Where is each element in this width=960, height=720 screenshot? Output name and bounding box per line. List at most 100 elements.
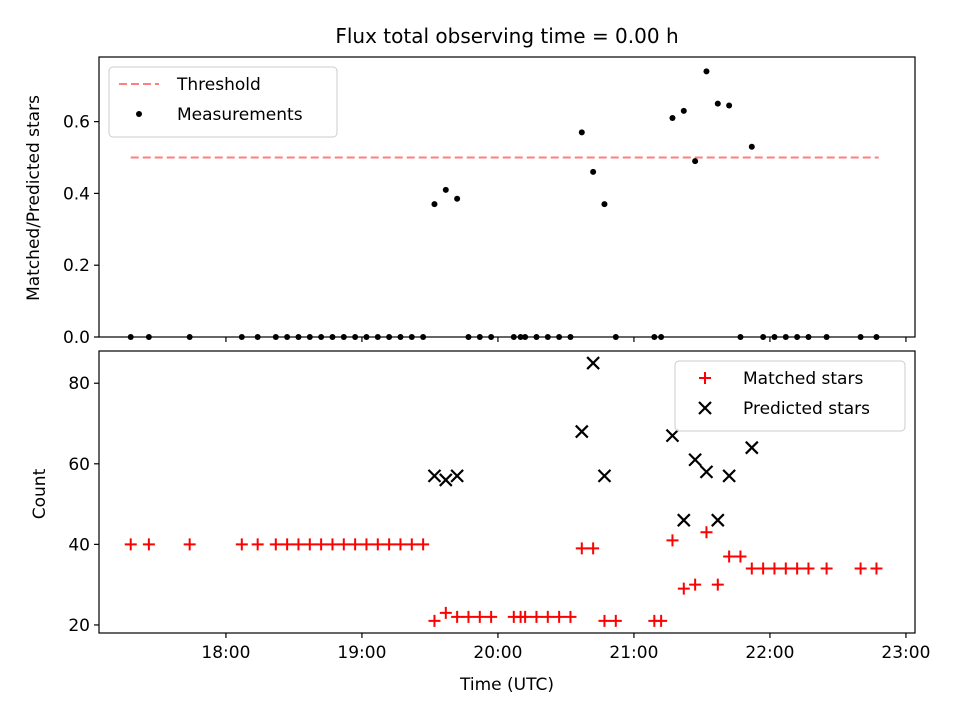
legend-label: Matched stars bbox=[743, 369, 863, 389]
bottom-plus-point bbox=[439, 606, 452, 619]
bottom-plus-point bbox=[383, 538, 396, 551]
top-dot-point bbox=[306, 334, 313, 340]
top-dot-point bbox=[254, 334, 261, 340]
legend-label: Predicted stars bbox=[743, 399, 870, 419]
top-dot-point bbox=[612, 334, 619, 340]
legend-label: Measurements bbox=[177, 105, 303, 125]
legend-label: Threshold bbox=[176, 75, 261, 95]
bottom-x-point bbox=[586, 356, 600, 370]
bottom-x-point bbox=[699, 465, 714, 479]
bottom-plus-point bbox=[779, 562, 792, 575]
bottom-plus-point bbox=[598, 614, 611, 627]
bottom-plus-point bbox=[394, 538, 407, 551]
bottom-plus-point bbox=[371, 538, 384, 551]
top-dot-point bbox=[651, 334, 658, 340]
top-dot-point bbox=[544, 334, 551, 340]
top-dot-point bbox=[692, 158, 699, 165]
bottom-plus-point bbox=[553, 610, 566, 623]
bottom-plus-point bbox=[349, 538, 362, 551]
bottom-plus-point bbox=[677, 582, 690, 595]
bottom-x-point bbox=[665, 428, 680, 443]
top-dot-point bbox=[658, 334, 665, 340]
top-dot-point bbox=[145, 334, 152, 340]
legend-dot-swatch bbox=[136, 111, 142, 117]
bottom-plus-point bbox=[870, 562, 883, 575]
top-dot-point bbox=[431, 201, 438, 208]
top-dot-point bbox=[510, 334, 517, 340]
top-dot-point bbox=[522, 334, 529, 340]
bottom-plot-frame bbox=[98, 350, 916, 634]
bottom-plus-point bbox=[315, 538, 328, 551]
top-dot-point bbox=[857, 334, 864, 340]
legend-plus-swatch bbox=[699, 372, 711, 384]
top-dot-point bbox=[442, 186, 449, 193]
bottom-plus-point bbox=[462, 610, 475, 623]
top-dot-point bbox=[476, 334, 483, 340]
bottom-x-tick-label: 23:00 bbox=[881, 643, 930, 663]
top-dot-point bbox=[726, 102, 733, 109]
top-dot-point bbox=[295, 334, 302, 340]
top-y-tick-label: 0.4 bbox=[63, 184, 90, 204]
bottom-plus-point bbox=[428, 614, 441, 627]
top-dot-point bbox=[186, 334, 193, 340]
bottom-x-tick-label: 21:00 bbox=[609, 643, 658, 663]
top-dot-point bbox=[238, 334, 245, 340]
top-dot-point bbox=[771, 334, 778, 340]
bottom-x-point bbox=[688, 452, 702, 467]
bottom-plus-point bbox=[700, 526, 713, 539]
bottom-plus-point bbox=[417, 538, 430, 551]
bottom-x-point bbox=[711, 513, 725, 527]
top-dot-point bbox=[680, 107, 687, 114]
top-dot-point bbox=[533, 334, 540, 340]
top-y-tick-label: 0.0 bbox=[63, 328, 90, 348]
bottom-plus-point bbox=[854, 562, 867, 575]
bottom-plus-point bbox=[655, 614, 668, 627]
bottom-y-axis-label: Count bbox=[30, 468, 50, 519]
bottom-x-point bbox=[439, 473, 453, 487]
bottom-y-tick-label: 20 bbox=[68, 616, 90, 636]
top-dot-point bbox=[714, 100, 721, 107]
bottom-plus-point bbox=[689, 578, 702, 591]
top-plot-frame bbox=[98, 56, 916, 338]
top-dot-point bbox=[374, 334, 381, 340]
bottom-plus-point bbox=[269, 538, 282, 551]
top-panel: 0.0 0.2 0.4 0.6 Threshold Measurements bbox=[63, 56, 916, 348]
bottom-x-tick-label: 22:00 bbox=[745, 643, 794, 663]
bottom-x-tick-label: 19:00 bbox=[337, 643, 386, 663]
bottom-plus-point bbox=[183, 538, 196, 551]
top-dot-point bbox=[408, 334, 415, 340]
bottom-plus-point bbox=[587, 542, 600, 555]
top-dot-point bbox=[782, 334, 789, 340]
bottom-plus-point bbox=[666, 534, 679, 547]
top-dot-point bbox=[397, 334, 404, 340]
bottom-plus-point bbox=[564, 610, 577, 623]
top-dot-point bbox=[420, 334, 427, 340]
top-dot-point bbox=[517, 334, 524, 340]
bottom-x-point bbox=[575, 424, 589, 439]
top-legend-box bbox=[108, 66, 338, 138]
bottom-x-point bbox=[450, 469, 464, 483]
top-dot-point bbox=[272, 334, 279, 340]
bottom-plus-point bbox=[530, 610, 543, 623]
bottom-plus-point bbox=[519, 610, 532, 623]
bottom-plus-point bbox=[791, 562, 804, 575]
bottom-plus-point bbox=[802, 562, 815, 575]
bottom-x-point bbox=[722, 469, 736, 483]
bottom-plus-point bbox=[360, 538, 373, 551]
bottom-y-tick-label: 40 bbox=[68, 535, 90, 555]
bottom-plus-point bbox=[485, 610, 498, 623]
bottom-x-point bbox=[597, 469, 612, 483]
top-dot-point bbox=[284, 334, 291, 340]
bottom-x-tick-label: 20:00 bbox=[473, 643, 522, 663]
bottom-plus-point bbox=[326, 538, 339, 551]
bottom-plus-point bbox=[292, 538, 305, 551]
bottom-plus-point bbox=[251, 538, 264, 551]
top-dot-point bbox=[318, 334, 325, 340]
bottom-plus-point bbox=[541, 610, 554, 623]
bottom-plus-point bbox=[745, 562, 758, 575]
top-dot-point bbox=[703, 68, 710, 75]
bottom-plus-point bbox=[405, 538, 418, 551]
bottom-plus-point bbox=[768, 562, 781, 575]
bottom-y-tick-label: 60 bbox=[68, 455, 90, 475]
